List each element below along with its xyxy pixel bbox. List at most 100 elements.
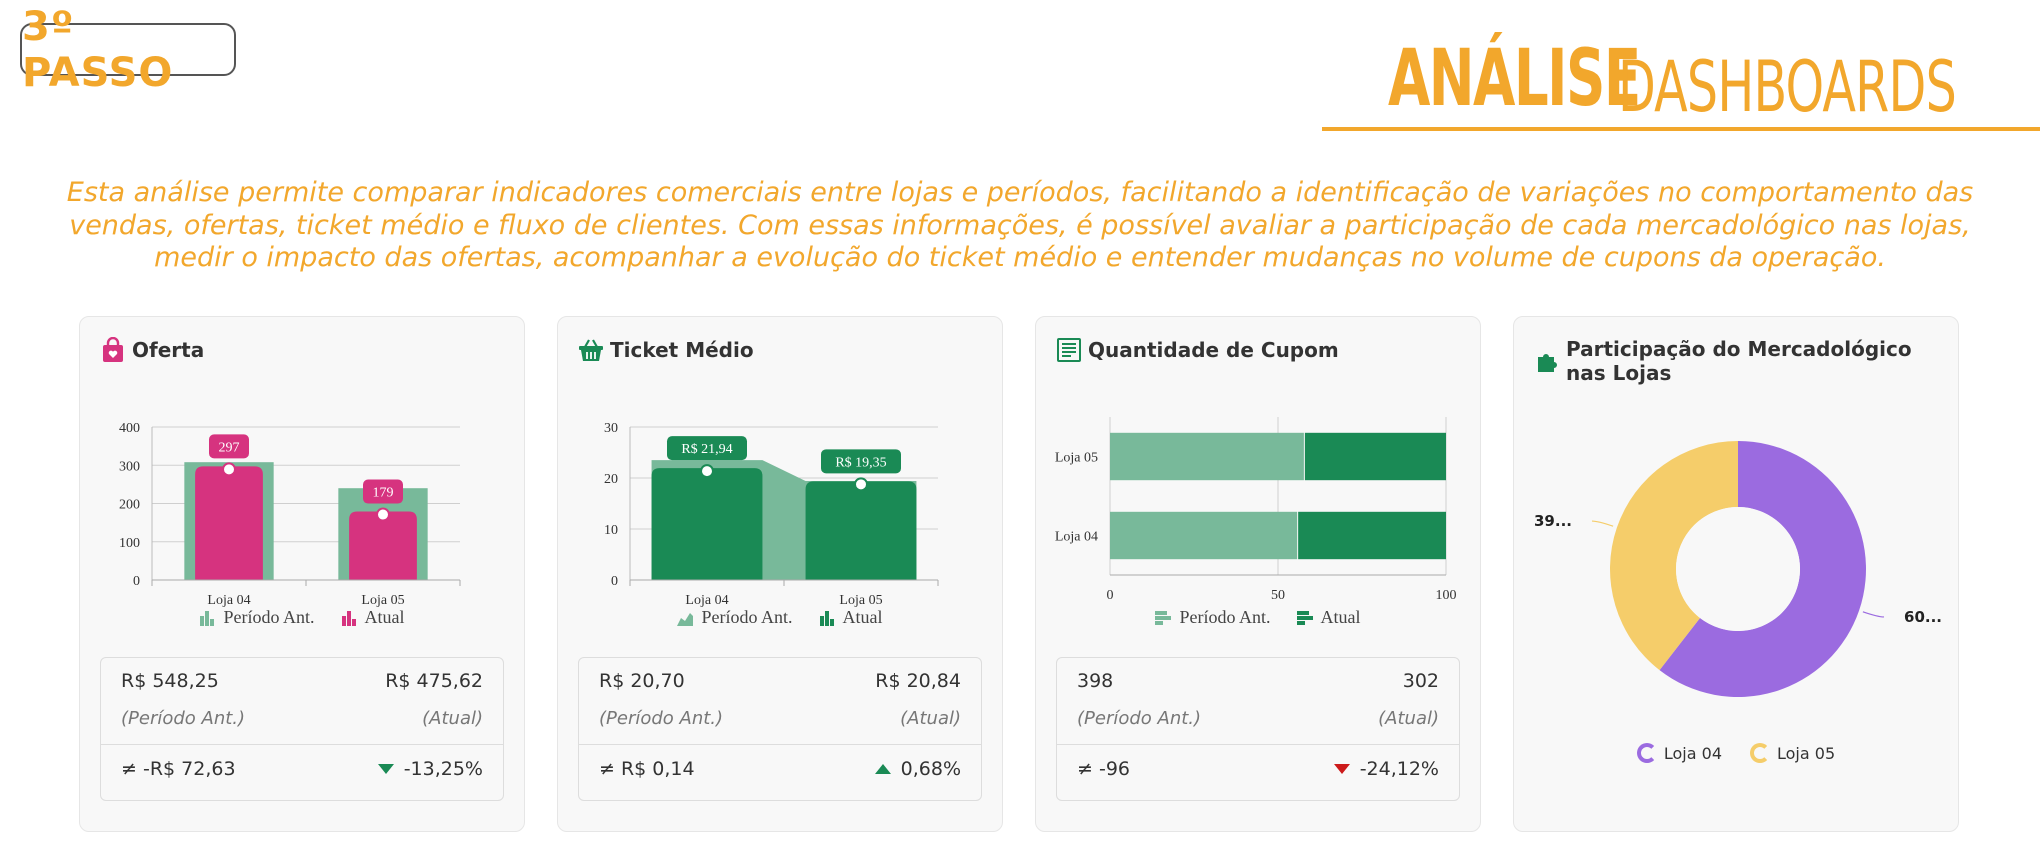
donut-slice-loja-04 bbox=[1659, 441, 1866, 697]
page-title-bold: ANÁLISE bbox=[1388, 34, 1641, 124]
legend-label: Loja 04 bbox=[1663, 743, 1722, 763]
bar-curr-loja-04 bbox=[195, 466, 263, 580]
mercadologico-donut-chart: 60... 39... bbox=[1534, 441, 1942, 697]
cupom-chart: 0 50 100 Loja 05 Loja 04 bbox=[1055, 417, 1457, 603]
card-title-oferta: Oferta bbox=[100, 336, 204, 363]
puzzle-icon bbox=[1534, 348, 1560, 374]
data-label: 60... bbox=[1904, 608, 1942, 626]
legend-label: Atual bbox=[842, 607, 883, 627]
prev-value: 398 bbox=[1077, 670, 1114, 692]
card-title-label: Ticket Médio bbox=[610, 338, 754, 362]
oferta-chart: 0 100 200 300 400 297 Loja 04 179 Loja 05 bbox=[119, 421, 461, 607]
shopping-bag-icon bbox=[100, 336, 126, 363]
card-title-label: Participação do Mercadológico nas Lojas bbox=[1566, 337, 1912, 385]
bar-legend-icon bbox=[819, 610, 834, 626]
cupom-legend[interactable]: Período Ant. Atual bbox=[1036, 607, 1480, 628]
hbar-curr bbox=[1298, 511, 1446, 560]
data-label: R$ 21,94 bbox=[681, 442, 732, 457]
data-point-marker bbox=[376, 507, 390, 522]
y-tick-label: 0 bbox=[611, 574, 618, 589]
y-tick-label: 100 bbox=[119, 536, 140, 551]
title-underline bbox=[1322, 127, 2040, 131]
x-tick-label: Loja 05 bbox=[361, 593, 404, 607]
legend-item-loja05[interactable]: Loja 05 bbox=[1750, 743, 1835, 763]
summary-divider bbox=[579, 744, 981, 745]
step-badge: 3º PASSO bbox=[20, 4, 236, 96]
leader-line bbox=[1862, 611, 1885, 618]
cupom-summary: 398 302 (Período Ant.) (Atual) ≠ -96 -24,1… bbox=[1056, 657, 1460, 801]
y-tick-label: Loja 05 bbox=[1055, 451, 1098, 466]
data-point-marker bbox=[222, 462, 236, 477]
pct-value: -13,25% bbox=[403, 758, 483, 780]
card-ticket-medio: Ticket Médio 0 10 20 30 R$ 21,94 Loja 04 R$ 19… bbox=[557, 316, 1003, 832]
data-label: 179 bbox=[373, 486, 394, 501]
prev-label: (Período Ant.) bbox=[121, 708, 246, 729]
legend-label: Período Ant. bbox=[223, 607, 315, 627]
card-title-label: Quantidade de Cupom bbox=[1088, 338, 1339, 362]
trend-up-icon bbox=[874, 764, 891, 774]
card-title-ticket: Ticket Médio bbox=[578, 337, 754, 363]
leader-line bbox=[1591, 520, 1614, 527]
hbar-prev bbox=[1110, 432, 1304, 481]
legend-item-prev[interactable]: Período Ant. bbox=[677, 607, 793, 628]
legend-label: Atual bbox=[364, 607, 405, 627]
mercadologico-legend[interactable]: Loja 04 Loja 05 bbox=[1514, 743, 1958, 763]
hbar-legend-icon bbox=[1296, 610, 1313, 625]
data-label-bg bbox=[363, 479, 403, 504]
y-tick-label: 20 bbox=[604, 472, 618, 487]
prev-label: (Período Ant.) bbox=[1077, 708, 1202, 729]
bar-legend-icon bbox=[200, 610, 215, 626]
legend-item-curr[interactable]: Atual bbox=[1296, 607, 1361, 628]
trend-down-icon bbox=[1333, 764, 1350, 774]
data-label-bg bbox=[209, 434, 249, 459]
legend-label: Período Ant. bbox=[1179, 607, 1271, 627]
y-tick-label: 400 bbox=[119, 421, 140, 436]
x-tick-label: 100 bbox=[1436, 588, 1457, 603]
diff-value: ≠ -R$ 72,63 bbox=[121, 758, 236, 780]
area-legend-icon bbox=[677, 612, 694, 626]
card-oferta: Oferta 0 100 200 300 400 297 Loja 04 179 Loja 05… bbox=[79, 316, 525, 832]
y-tick-label: 30 bbox=[604, 421, 618, 436]
card-mercadologico: Participação do Mercadológico nas Lojas … bbox=[1513, 316, 1959, 832]
curr-label: (Atual) bbox=[1378, 708, 1439, 729]
oferta-summary: R$ 548,25 R$ 475,62 (Período Ant.) (Atual)… bbox=[100, 657, 504, 801]
legend-item-prev[interactable]: Período Ant. bbox=[1155, 607, 1271, 628]
ticket-legend[interactable]: Período Ant. Atual bbox=[558, 607, 1002, 628]
hbar-curr bbox=[1304, 432, 1446, 481]
pct-value: 0,68% bbox=[900, 758, 961, 780]
legend-label: Período Ant. bbox=[701, 607, 793, 627]
legend-item-prev[interactable]: Período Ant. bbox=[199, 607, 315, 628]
data-point-marker bbox=[854, 477, 868, 492]
curr-value: R$ 20,84 bbox=[875, 670, 961, 692]
oferta-legend[interactable]: Período Ant. Atual bbox=[80, 607, 524, 628]
legend-label: Atual bbox=[1320, 607, 1361, 627]
donut-hole bbox=[1676, 507, 1800, 631]
data-point-marker bbox=[700, 464, 714, 479]
legend-item-loja04[interactable]: Loja 04 bbox=[1636, 743, 1722, 763]
x-tick-label: Loja 04 bbox=[685, 593, 728, 607]
curr-value: R$ 475,62 bbox=[385, 670, 483, 692]
bar-curr-loja-04 bbox=[651, 468, 763, 580]
y-tick-label: 10 bbox=[604, 523, 618, 538]
legend-item-curr[interactable]: Atual bbox=[341, 607, 405, 628]
y-tick-label: Loja 04 bbox=[1055, 530, 1098, 545]
data-label: R$ 19,35 bbox=[835, 455, 886, 470]
ticket-summary: R$ 20,70 R$ 20,84 (Período Ant.) (Atual) ≠… bbox=[578, 657, 982, 801]
pct-value: -24,12% bbox=[1359, 758, 1439, 780]
card-title-mercadologico: Participação do Mercadológico nas Lojas bbox=[1534, 337, 1958, 385]
ring-legend-icon bbox=[1750, 743, 1770, 763]
diff-value: ≠ R$ 0,14 bbox=[599, 758, 695, 780]
basket-icon bbox=[578, 337, 604, 363]
prev-label: (Período Ant.) bbox=[599, 708, 724, 729]
curr-value: 302 bbox=[1402, 670, 1439, 692]
hbar-legend-icon bbox=[1155, 610, 1172, 625]
bar-curr-loja-05 bbox=[805, 481, 917, 580]
card-title-cupom: Quantidade de Cupom bbox=[1056, 337, 1339, 363]
curr-label: (Atual) bbox=[422, 708, 483, 729]
page-title: ANÁLISE DASHBOARDS bbox=[1388, 34, 1957, 124]
y-tick-label: 300 bbox=[119, 459, 140, 474]
x-tick-label: Loja 05 bbox=[839, 593, 882, 607]
legend-item-curr[interactable]: Atual bbox=[819, 607, 883, 628]
legend-label: Loja 05 bbox=[1777, 743, 1836, 763]
receipt-icon bbox=[1056, 337, 1082, 363]
